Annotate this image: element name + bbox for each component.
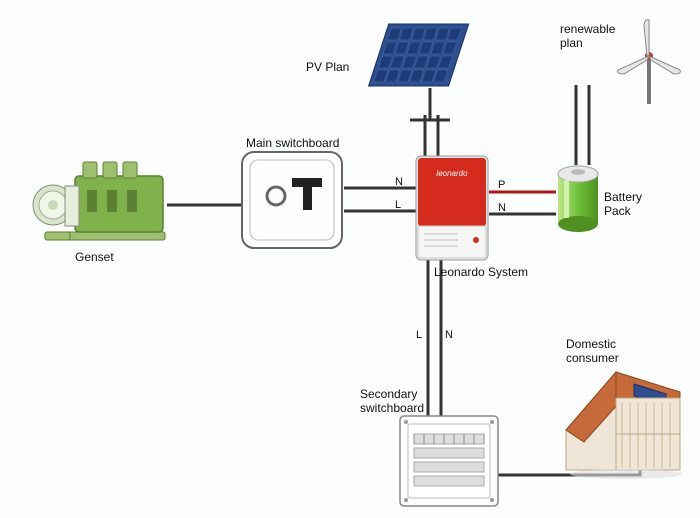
line-label-p: P (498, 179, 505, 191)
secondary-switchboard-icon (398, 414, 500, 508)
battery-icon (552, 162, 604, 238)
main-switchboard-icon (240, 150, 348, 254)
secondary-switchboard-label: Secondary switchboard (360, 387, 424, 415)
main-switchboard-label: Main switchboard (246, 136, 339, 150)
pv-panel-icon (350, 20, 470, 125)
svg-text:leonardo: leonardo (436, 169, 468, 178)
line-label-n1: N (395, 176, 403, 188)
house-icon (556, 360, 686, 480)
genset-label: Genset (75, 250, 114, 264)
domestic-consumer-label: Domestic consumer (566, 337, 619, 365)
line-label-l2: L (416, 329, 422, 341)
line-label-n3: N (445, 329, 453, 341)
battery-pack-label: Battery Pack (604, 190, 642, 218)
line-label-n2: N (498, 202, 506, 214)
genset-icon (25, 150, 170, 250)
line-label-l1: L (395, 199, 401, 211)
leonardo-icon: leonardo (414, 152, 490, 264)
wind-turbine-icon (614, 16, 684, 106)
pv-plan-label: PV Plan (306, 60, 349, 74)
renewable-plan-label: renewable plan (560, 22, 615, 50)
leonardo-label: Leonardo System (434, 265, 528, 279)
